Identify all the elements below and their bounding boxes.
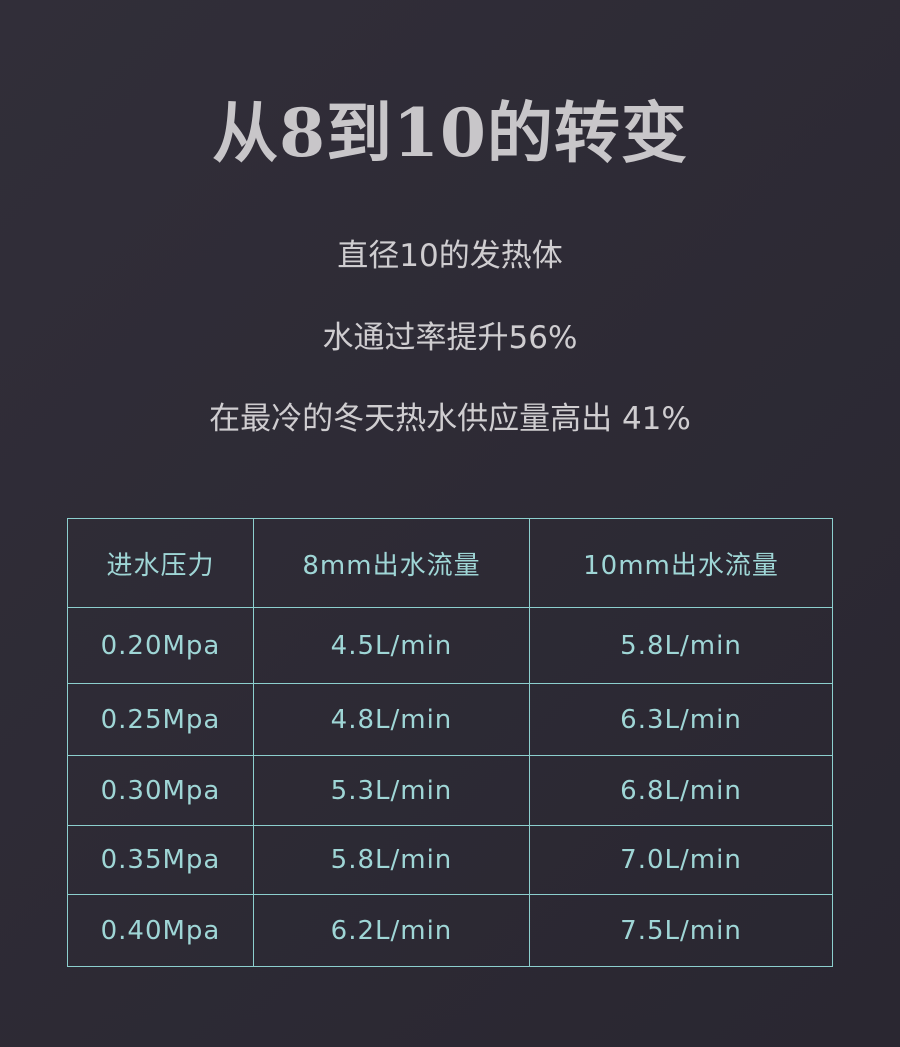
cell-8mm-flow: 5.8L/min [252, 825, 530, 895]
table-row: 0.35Mpa 5.8L/min 7.0L/min [67, 825, 834, 895]
table-row: 0.25Mpa 4.8L/min 6.3L/min [67, 683, 834, 756]
cell-pressure: 0.40Mpa [67, 894, 254, 967]
cell-8mm-flow: 4.8L/min [252, 683, 530, 756]
header-pressure: 进水压力 [67, 518, 254, 608]
cell-8mm-flow: 5.3L/min [252, 755, 530, 826]
table-row: 0.20Mpa 4.5L/min 5.8L/min [67, 607, 834, 684]
cell-pressure: 0.20Mpa [67, 607, 254, 684]
cell-10mm-flow: 7.5L/min [528, 894, 834, 967]
cell-10mm-flow: 6.3L/min [528, 683, 834, 756]
cell-10mm-flow: 5.8L/min [528, 607, 834, 684]
page-title: 从8到10的转变 [212, 94, 688, 172]
cell-10mm-flow: 6.8L/min [528, 755, 834, 826]
cell-pressure: 0.30Mpa [67, 755, 254, 826]
flow-comparison-table: 进水压力 8mm出水流量 10mm出水流量 0.20Mpa 4.5L/min 5.8… [67, 518, 834, 967]
feature-line-diameter: 直径10的发热体 [337, 238, 563, 274]
feature-line-winter: 在最冷的冬天热水供应量高出 41% [209, 401, 691, 437]
cell-8mm-flow: 4.5L/min [252, 607, 530, 684]
table-header-row: 进水压力 8mm出水流量 10mm出水流量 [67, 518, 834, 608]
cell-10mm-flow: 7.0L/min [528, 825, 834, 895]
cell-8mm-flow: 6.2L/min [252, 894, 530, 967]
cell-pressure: 0.25Mpa [67, 683, 254, 756]
header-8mm-flow: 8mm出水流量 [252, 518, 530, 608]
cell-pressure: 0.35Mpa [67, 825, 254, 895]
header-10mm-flow: 10mm出水流量 [528, 518, 834, 608]
feature-line-flow: 水通过率提升56% [322, 320, 578, 356]
table-row: 0.40Mpa 6.2L/min 7.5L/min [67, 894, 834, 967]
table-row: 0.30Mpa 5.3L/min 6.8L/min [67, 755, 834, 826]
